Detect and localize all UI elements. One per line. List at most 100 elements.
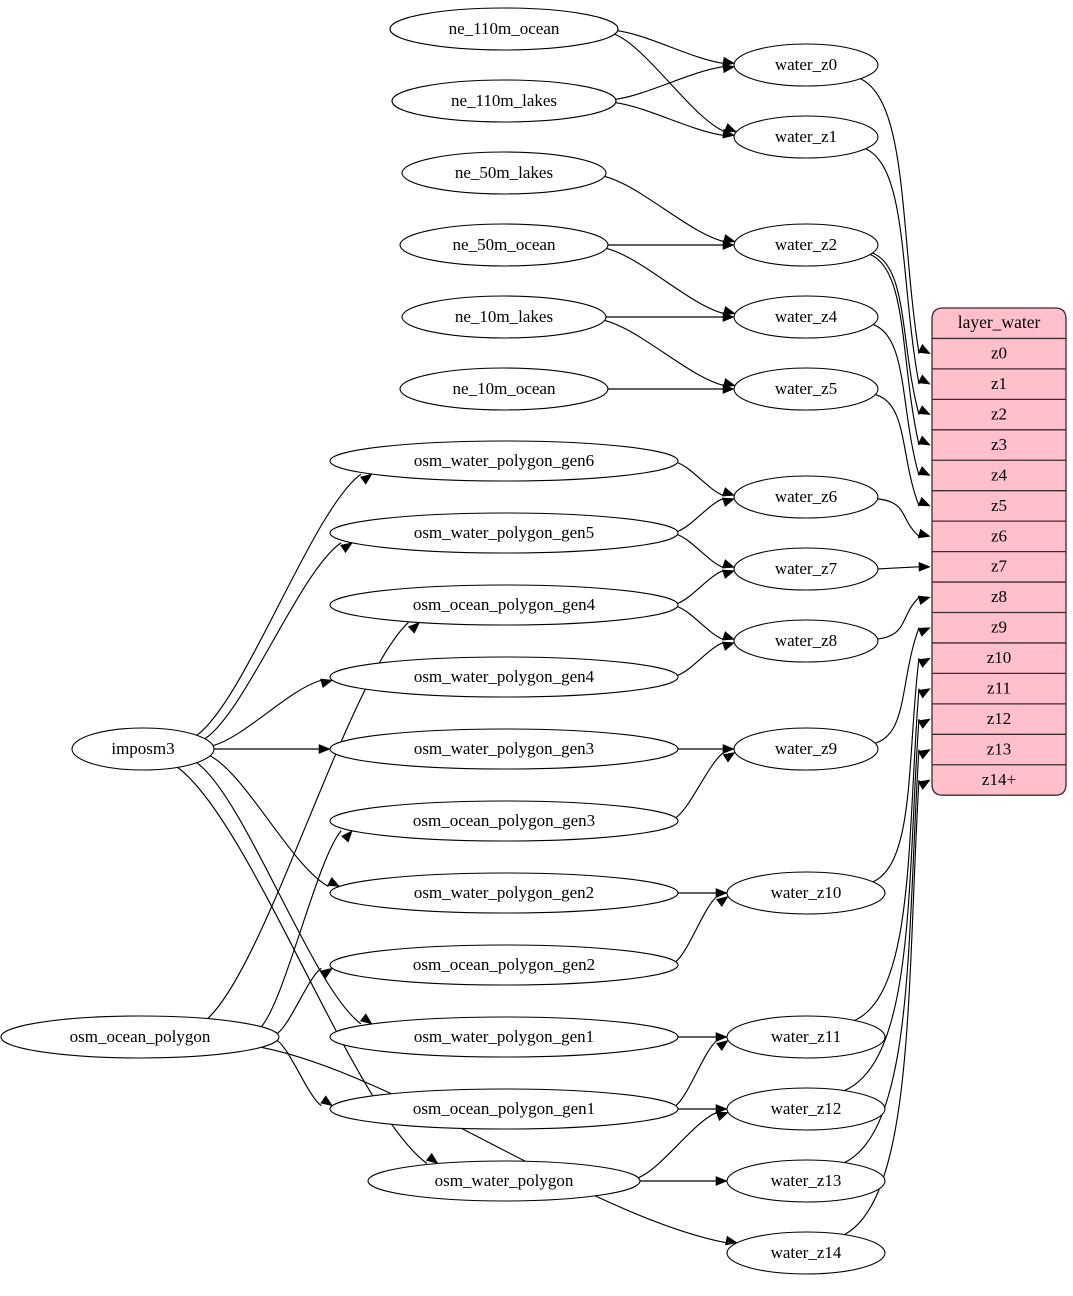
- node-ne_50m_lakes[interactable]: ne_50m_lakes: [401, 151, 607, 195]
- edge-path: [875, 627, 920, 744]
- node-water_z7[interactable]: water_z7: [733, 547, 879, 591]
- node-osm_ocean_polygon_gen1[interactable]: osm_ocean_polygon_gen1: [329, 1088, 679, 1130]
- edge-water_z11-to-z11: [854, 688, 931, 1021]
- layer-water-table[interactable]: layer_waterz0z1z2z3z4z5z6z7z8z9z10z11z12…: [931, 307, 1067, 796]
- node-water_z8[interactable]: water_z8: [733, 619, 879, 663]
- edge-ne_10m_lakes-to-water_z4: [606, 312, 735, 322]
- edge-path: [844, 719, 920, 1092]
- node-osm_water_polygon_gen1[interactable]: osm_water_polygon_gen1: [329, 1016, 679, 1058]
- node-ellipse: [726, 871, 886, 915]
- edge-water_z10-to-z10: [872, 657, 931, 883]
- node-ne_110m_ocean[interactable]: ne_110m_ocean: [389, 7, 619, 51]
- edge-path: [677, 498, 724, 532]
- node-ne_10m_lakes[interactable]: ne_10m_lakes: [401, 295, 607, 339]
- node-water_z9[interactable]: water_z9: [733, 727, 879, 771]
- edge-ne_50m_ocean-to-water_z2: [608, 240, 735, 250]
- edge-ne_50m_ocean-to-water_z4: [606, 247, 736, 316]
- edge-ne_50m_lakes-to-water_z2: [604, 175, 736, 244]
- node-ellipse: [329, 728, 679, 770]
- edge-arrowhead: [722, 56, 736, 67]
- node-ne_110m_lakes[interactable]: ne_110m_lakes: [391, 79, 617, 123]
- edge-osm_ocean_polygon_gen1-to-water_z11: [675, 1039, 729, 1107]
- edge-arrowhead: [917, 466, 931, 476]
- node-osm_water_polygon[interactable]: osm_water_polygon: [367, 1160, 641, 1202]
- edge-water_z6-to-z6: [877, 498, 931, 539]
- node-ellipse: [733, 367, 879, 411]
- node-imposm3[interactable]: imposm3: [71, 727, 215, 771]
- edge-osm_water_polygon_gen6-to-water_z6: [677, 462, 736, 497]
- node-ellipse: [329, 512, 679, 554]
- edge-water_z4-to-z4: [873, 323, 931, 476]
- edge-arrowhead: [721, 631, 736, 641]
- node-water_z6[interactable]: water_z6: [733, 475, 879, 519]
- edge-path: [677, 534, 724, 568]
- node-ellipse: [726, 1087, 886, 1131]
- node-ellipse: [726, 1015, 886, 1059]
- edge-path: [276, 967, 322, 1035]
- edge-arrowhead: [716, 895, 729, 908]
- edge-path: [677, 462, 724, 496]
- edge-water_z1-to-z1: [865, 148, 931, 385]
- node-water_z5[interactable]: water_z5: [733, 367, 879, 411]
- node-osm_water_polygon_gen4[interactable]: osm_water_polygon_gen4: [329, 656, 679, 698]
- edge-osm_water_polygon_gen2-to-water_z10: [678, 888, 728, 898]
- node-water_z4[interactable]: water_z4: [733, 295, 879, 339]
- node-ellipse: [329, 440, 679, 482]
- node-water_z0[interactable]: water_z0: [733, 43, 879, 87]
- edge-osm_ocean_polygon_gen4-to-water_z7: [677, 569, 736, 604]
- edge-path: [869, 253, 920, 446]
- edge-osm_water_polygon-to-water_z12: [637, 1111, 729, 1179]
- node-osm_ocean_polygon_gen4[interactable]: osm_ocean_polygon_gen4: [329, 584, 679, 626]
- node-ellipse: [329, 944, 679, 986]
- node-water_z2[interactable]: water_z2: [733, 223, 879, 267]
- node-water_z12[interactable]: water_z12: [726, 1087, 886, 1131]
- node-water_z14[interactable]: water_z14: [726, 1231, 886, 1275]
- edge-water_z2-to-z3: [869, 253, 931, 446]
- node-ne_10m_ocean[interactable]: ne_10m_ocean: [399, 367, 609, 411]
- node-osm_ocean_polygon_gen2[interactable]: osm_ocean_polygon_gen2: [329, 944, 679, 986]
- edge-arrowhead: [722, 234, 736, 244]
- edge-arrowhead: [340, 542, 353, 554]
- node-osm_ocean_polygon[interactable]: osm_ocean_polygon: [0, 1015, 280, 1059]
- edge-arrowhead: [722, 306, 736, 316]
- node-osm_water_polygon_gen3[interactable]: osm_water_polygon_gen3: [329, 728, 679, 770]
- edge-path: [872, 252, 920, 415]
- edge-osm_ocean_polygon_gen2-to-water_z10: [675, 895, 729, 963]
- node-osm_ocean_polygon_gen3[interactable]: osm_ocean_polygon_gen3: [329, 800, 679, 842]
- node-ellipse: [0, 1015, 280, 1059]
- node-water_z11[interactable]: water_z11: [726, 1015, 886, 1059]
- node-water_z10[interactable]: water_z10: [726, 871, 886, 915]
- edge-arrowhead: [917, 779, 931, 790]
- node-water_z13[interactable]: water_z13: [726, 1159, 886, 1203]
- edge-water_z13-to-z13: [844, 749, 931, 1164]
- edge-osm_ocean_polygon-to-osm_ocean_polygon_gen2: [276, 967, 333, 1035]
- edge-arrowhead: [715, 1176, 728, 1186]
- node-osm_water_polygon_gen5[interactable]: osm_water_polygon_gen5: [329, 512, 679, 554]
- node-ellipse: [329, 1016, 679, 1058]
- node-osm_water_polygon_gen6[interactable]: osm_water_polygon_gen6: [329, 440, 679, 482]
- node-water_z1[interactable]: water_z1: [733, 115, 879, 159]
- edge-path: [865, 148, 920, 385]
- edge-imposm3-to-osm_water_polygon_gen1: [196, 762, 373, 1025]
- edge-path: [877, 596, 920, 640]
- edge-arrowhead: [722, 312, 735, 322]
- edge-arrowhead: [425, 1152, 439, 1165]
- node-ellipse: [733, 295, 879, 339]
- edge-layer: [177, 30, 931, 1246]
- edge-path: [261, 1046, 727, 1244]
- edge-arrowhead: [715, 888, 728, 898]
- edge-path: [844, 749, 920, 1164]
- edge-arrowhead: [917, 688, 931, 699]
- node-ne_50m_ocean[interactable]: ne_50m_ocean: [399, 223, 609, 267]
- edge-ne_110m_lakes-to-water_z1: [615, 102, 736, 139]
- edge-water_z9-to-z9: [875, 627, 931, 744]
- edge-water_z8-to-z8: [877, 595, 931, 640]
- edge-path: [209, 755, 329, 887]
- edge-water_z5-to-z5: [875, 394, 931, 507]
- node-osm_water_polygon_gen2[interactable]: osm_water_polygon_gen2: [329, 872, 679, 914]
- edge-path: [615, 66, 724, 100]
- edge-osm_ocean_polygon-to-osm_ocean_polygon_gen1: [276, 1039, 333, 1107]
- edge-arrowhead: [721, 641, 736, 651]
